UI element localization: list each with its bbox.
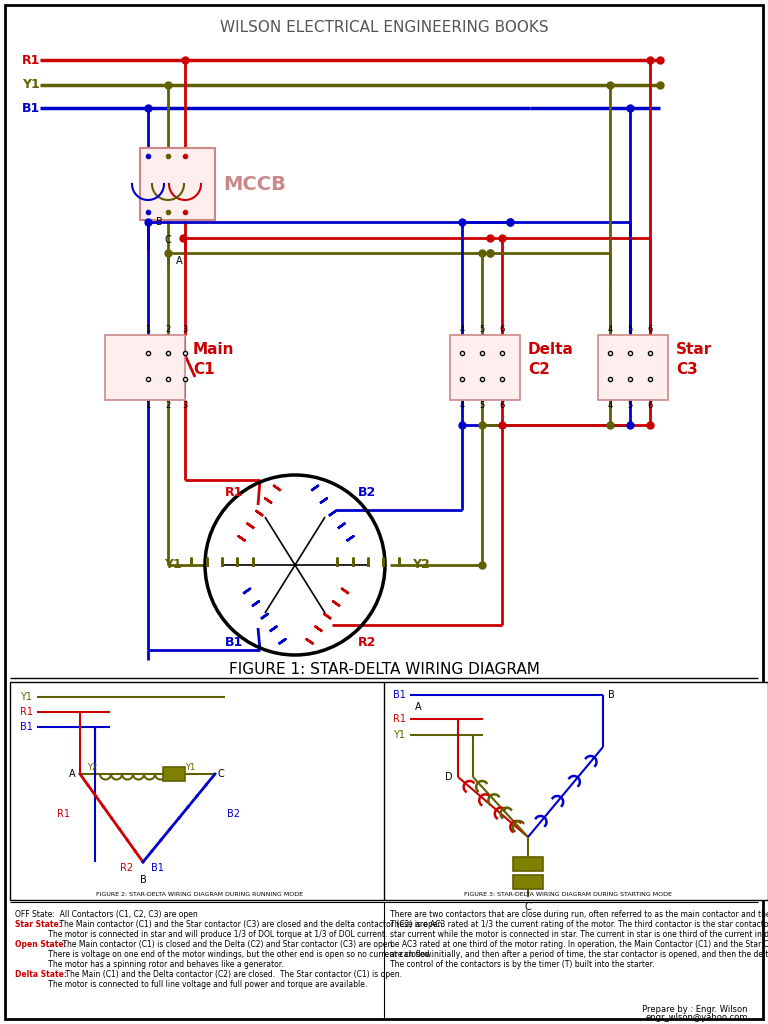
Text: MCCB: MCCB: [223, 174, 286, 194]
Text: R2: R2: [120, 863, 133, 873]
Text: Open State:: Open State:: [15, 940, 67, 949]
Bar: [163, 767, 185, 781]
Bar: [140, 148, 215, 220]
Text: The Main (C1) and the Delta contactor (C2) are closed.  The Star contactor (C1) : The Main (C1) and the Delta contactor (C…: [63, 970, 402, 979]
Text: are closed initially, and then after a period of time, the star contactor is ope: are closed initially, and then after a p…: [390, 950, 768, 959]
Text: C: C: [525, 902, 531, 912]
Text: The motor has a spinning rotor and behaves like a generator.: The motor has a spinning rotor and behav…: [15, 961, 283, 969]
Text: Star State:: Star State:: [15, 920, 62, 929]
Text: The control of the contactors is by the timer (T) built into the starter.: The control of the contactors is by the …: [390, 961, 654, 969]
Text: B: B: [156, 217, 163, 227]
Text: be AC3 rated at one third of the motor rating. In operation, the Main Contactor : be AC3 rated at one third of the motor r…: [390, 940, 768, 949]
Bar: [513, 874, 543, 889]
Text: Y1: Y1: [164, 558, 182, 571]
Text: 4: 4: [459, 400, 465, 410]
Text: 4: 4: [607, 325, 613, 334]
Text: 2: 2: [165, 325, 170, 334]
Text: OFF State:  All Contactors (C1, C2, C3) are open: OFF State: All Contactors (C1, C2, C3) a…: [15, 910, 197, 919]
Text: 6: 6: [499, 325, 505, 334]
Text: Y1: Y1: [22, 79, 40, 91]
Text: A: A: [176, 256, 183, 266]
Text: C3: C3: [676, 362, 698, 378]
Text: 1: 1: [145, 325, 151, 334]
Text: Y1: Y1: [185, 763, 195, 771]
Text: 3: 3: [182, 400, 187, 410]
Text: Delta State:: Delta State:: [15, 970, 67, 979]
Text: C1: C1: [193, 362, 214, 378]
Text: Delta: Delta: [528, 342, 574, 357]
Text: C: C: [218, 769, 225, 779]
Text: R2: R2: [358, 637, 376, 649]
Text: B: B: [140, 874, 147, 885]
Text: R1: R1: [22, 53, 41, 67]
Text: FIGURE 1: STAR-DELTA WIRING DIAGRAM: FIGURE 1: STAR-DELTA WIRING DIAGRAM: [229, 663, 539, 678]
Text: Y2: Y2: [87, 763, 98, 771]
Text: 5: 5: [479, 400, 485, 410]
Text: 1: 1: [145, 400, 151, 410]
Text: The motor is connected in star and will produce 1/3 of DOL torque at 1/3 of DOL : The motor is connected in star and will …: [15, 930, 387, 939]
Text: engr_wlson@yahoo.com: engr_wlson@yahoo.com: [646, 1014, 748, 1023]
Bar: [10, 682, 768, 900]
Text: C2: C2: [528, 362, 550, 378]
Text: B1: B1: [20, 722, 33, 732]
Text: B2: B2: [227, 809, 240, 819]
Text: A: A: [415, 702, 422, 712]
Bar: [513, 857, 543, 871]
Text: D: D: [445, 772, 453, 782]
Text: star current while the motor is connected in star. The current in star is one th: star current while the motor is connecte…: [390, 930, 768, 939]
Text: B1: B1: [225, 637, 243, 649]
Text: 5: 5: [479, 325, 485, 334]
Text: Main: Main: [193, 342, 234, 357]
Text: There is voltage on one end of the motor windings, but the other end is open so : There is voltage on one end of the motor…: [15, 950, 433, 959]
Text: Star: Star: [676, 342, 712, 357]
Text: 6: 6: [499, 400, 505, 410]
Text: FIGURE 3: STAR-DELTA WIRING DIAGRAM DURING STARTING MODE: FIGURE 3: STAR-DELTA WIRING DIAGRAM DURI…: [464, 893, 672, 897]
Text: Y1: Y1: [20, 692, 32, 702]
Text: Y1: Y1: [393, 730, 405, 740]
Text: B1: B1: [22, 101, 40, 115]
Text: R1: R1: [224, 485, 243, 499]
Text: 6: 6: [647, 400, 653, 410]
Text: 5: 5: [627, 325, 633, 334]
Bar: [450, 335, 520, 400]
Text: B1: B1: [151, 863, 164, 873]
Text: The Main contactor (C1) is closed and the Delta (C2) and Star contactor (C3) are: The Main contactor (C1) is closed and th…: [60, 940, 395, 949]
Text: There are two contactors that are close during run, often referred to as the mai: There are two contactors that are close …: [390, 910, 768, 919]
Bar: [105, 335, 185, 400]
Text: Prepare by : Engr. Wilson: Prepare by : Engr. Wilson: [643, 1006, 748, 1015]
Text: 5: 5: [627, 400, 633, 410]
Text: B1: B1: [393, 690, 406, 700]
Text: B2: B2: [358, 485, 376, 499]
Text: R1: R1: [393, 714, 406, 724]
Text: 4: 4: [607, 400, 613, 410]
Text: R1: R1: [57, 809, 70, 819]
Text: The Main contactor (C1) and the Star contactor (C3) are closed and the delta con: The Main contactor (C1) and the Star con…: [57, 920, 445, 929]
Text: 2: 2: [165, 400, 170, 410]
Text: 4: 4: [459, 325, 465, 334]
Text: C: C: [164, 234, 171, 245]
Text: B: B: [608, 690, 614, 700]
Text: 3: 3: [182, 325, 187, 334]
Text: These are AC3 rated at 1/3 the current rating of the motor. The third contactor : These are AC3 rated at 1/3 the current r…: [390, 920, 768, 929]
Text: WILSON ELECTRICAL ENGINEERING BOOKS: WILSON ELECTRICAL ENGINEERING BOOKS: [220, 20, 548, 36]
Text: Y2: Y2: [412, 558, 430, 571]
Bar: [598, 335, 668, 400]
Text: FIGURE 2: STAR-DELTA WIRING DIAGRAM DURING RUNNING MODE: FIGURE 2: STAR-DELTA WIRING DIAGRAM DURI…: [97, 893, 303, 897]
Text: 6: 6: [647, 325, 653, 334]
Text: R1: R1: [20, 707, 33, 717]
Text: The motor is connected to full line voltage and full power and torque are availa: The motor is connected to full line volt…: [15, 980, 367, 989]
Text: A: A: [69, 769, 76, 779]
